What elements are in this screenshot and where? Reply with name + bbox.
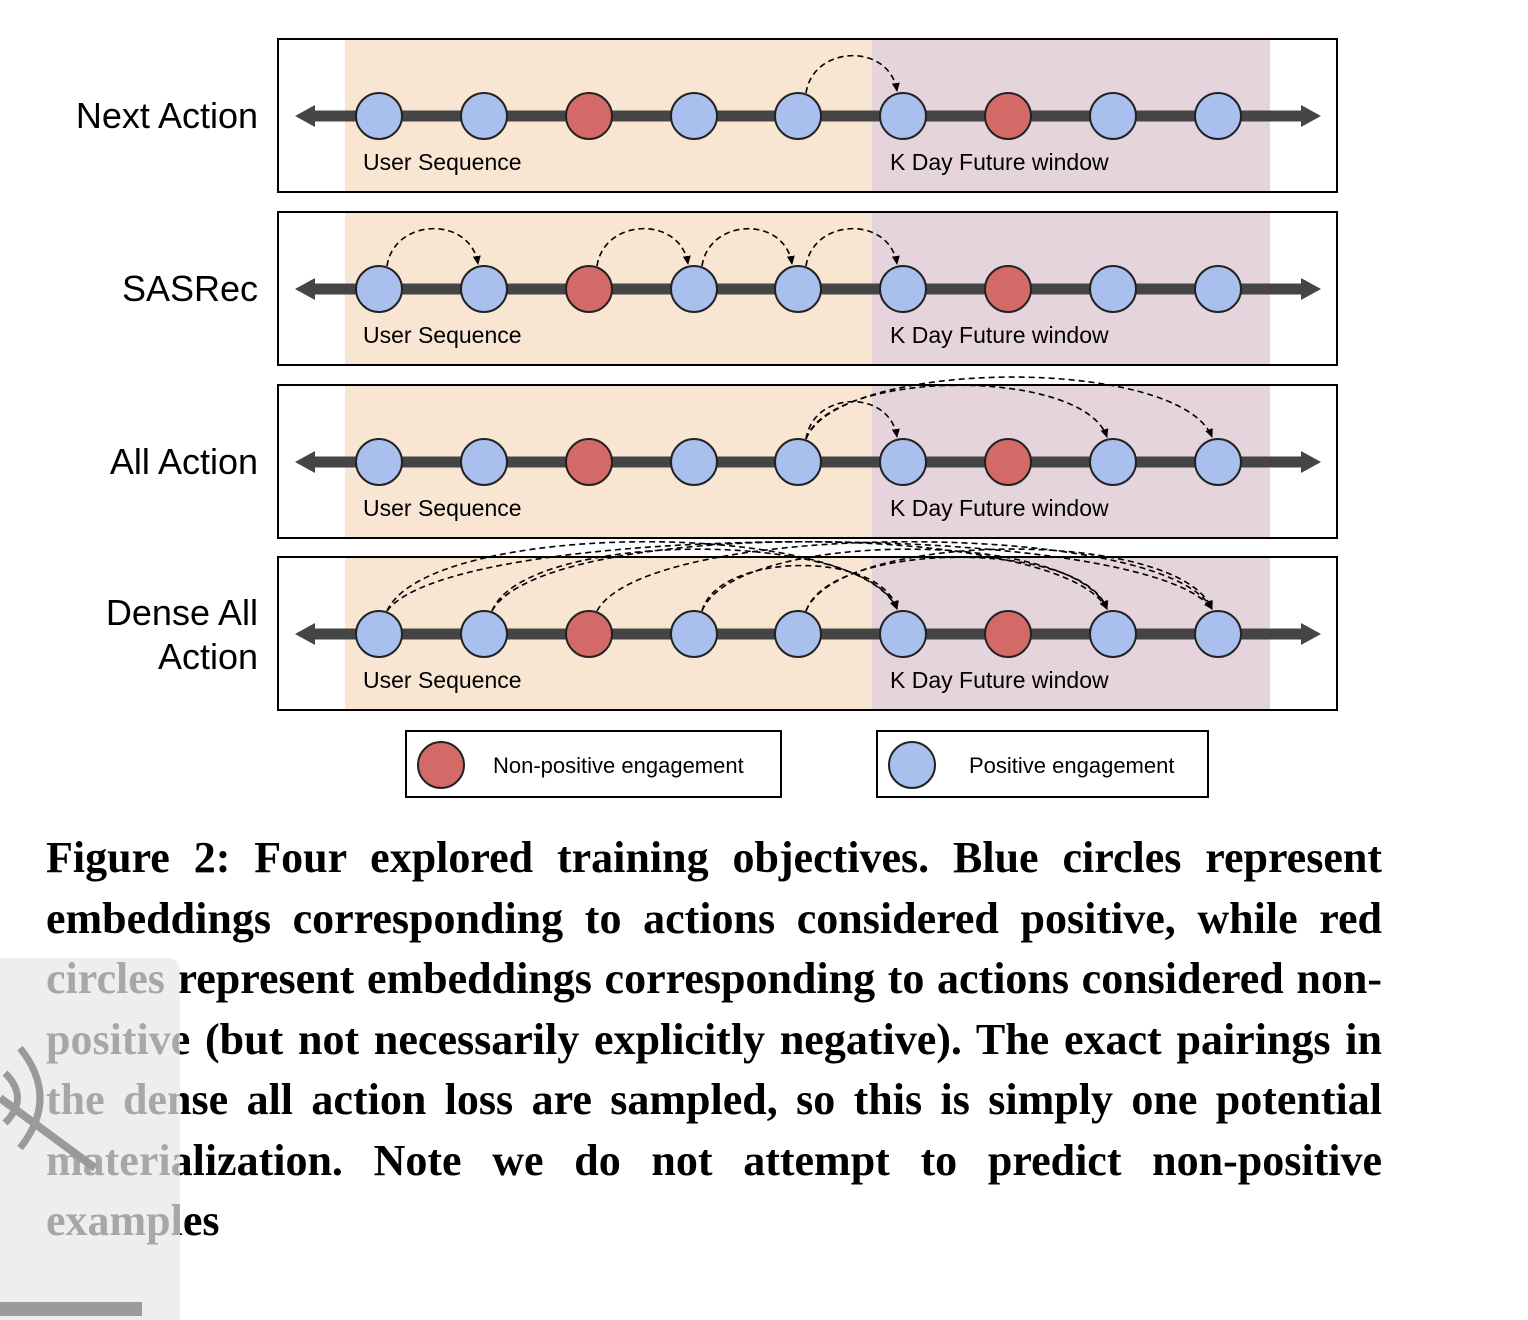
positive-engagement-circle [1194,265,1242,313]
non-positive-engagement-circle [565,610,613,658]
timeline-arrow-right [1301,623,1321,645]
non-positive-engagement-circle [565,438,613,486]
future-window-label: K Day Future window [890,667,1109,693]
positive-engagement-circle [460,92,508,140]
row-frame [277,384,1338,539]
row-label: Action [158,636,258,677]
non-positive-engagement-circle [984,92,1032,140]
user-sequence-label: User Sequence [363,667,522,693]
positive-engagement-circle [1089,265,1137,313]
row-frame [277,38,1338,193]
timeline-arrow-left [295,105,315,127]
timeline-arrow-left [295,278,315,300]
user-sequence-label: User Sequence [363,322,522,348]
positive-engagement-circle [670,438,718,486]
positive-engagement-circle [774,438,822,486]
legend-label-positive: Positive engagement [969,753,1174,778]
non-positive-engagement-circle [565,265,613,313]
pairing-arrow [805,227,900,267]
future-window-label: K Day Future window [890,149,1109,175]
training-objectives-diagram: User Sequence K Day Future window Next Act… [76,38,1338,798]
positive-engagement-circle [355,610,403,658]
positive-engagement-circle [355,92,403,140]
legend-circle-non-positive [417,741,465,789]
positive-engagement-circle [1194,610,1242,658]
positive-engagement-circle [670,92,718,140]
objective-row-3: User Sequence K Day Future window Dense Al… [106,540,1338,711]
pairing-arrow [805,548,1213,612]
objective-row-0: User Sequence K Day Future window Next Act… [76,38,1338,193]
timeline-arrow-right [1301,451,1321,473]
speaker-muted-overlay[interactable] [0,958,180,1320]
positive-engagement-circle [1194,438,1242,486]
pairing-arrow [701,564,899,612]
timeline-arrow-left [295,623,315,645]
positive-engagement-circle [670,265,718,313]
objective-row-2: User Sequence K Day Future window All Acti… [110,376,1338,539]
positive-engagement-circle [879,438,927,486]
pairing-arrow [805,376,1213,440]
positive-engagement-circle [460,610,508,658]
positive-engagement-circle [1089,610,1137,658]
figure-caption: Figure 2: Four explored training objecti… [46,833,1382,1245]
positive-engagement-circle [355,265,403,313]
row-frame [277,211,1338,366]
positive-engagement-circle [355,438,403,486]
legend: Non-positive engagement Positive engagem… [405,730,1209,798]
non-positive-engagement-circle [984,265,1032,313]
legend-box-non-positive [405,730,782,798]
user-sequence-label: User Sequence [363,495,522,521]
non-positive-engagement-circle [984,610,1032,658]
speaker-muted-icon [0,1045,98,1172]
overlay-progress-bar [0,1302,142,1316]
pairing-arrow [491,548,898,612]
future-window-label: K Day Future window [890,495,1109,521]
positive-engagement-circle [879,92,927,140]
positive-engagement-circle [774,265,822,313]
positive-engagement-circle [460,265,508,313]
positive-engagement-circle [774,92,822,140]
objective-row-1: User Sequence K Day Future window SASRec [122,211,1338,366]
positive-engagement-circle [774,610,822,658]
pairing-arrow [701,548,1108,612]
positive-engagement-circle [879,265,927,313]
pairing-arrow [805,54,900,94]
positive-engagement-circle [460,438,508,486]
positive-engagement-circle [1089,438,1137,486]
non-positive-engagement-circle [984,438,1032,486]
row-label: Dense All [106,592,258,633]
pairing-arrow [596,540,1213,612]
legend-circle-positive [888,741,936,789]
timeline-arrow-right [1301,105,1321,127]
positive-engagement-circle [670,610,718,658]
pairing-arrow [386,540,1213,612]
legend-label-non-positive: Non-positive engagement [493,753,744,778]
pairing-arrow [386,540,898,612]
timeline-arrow-left [295,451,315,473]
row-label: SASRec [122,268,258,309]
row-label: Next Action [76,95,258,136]
row-label: All Action [110,441,258,482]
future-window-label: K Day Future window [890,322,1109,348]
pairing-arrow [386,227,481,267]
positive-engagement-circle [1089,92,1137,140]
user-sequence-label: User Sequence [363,149,522,175]
positive-engagement-circle [879,610,927,658]
pairing-arrow [596,227,691,267]
non-positive-engagement-circle [565,92,613,140]
positive-engagement-circle [1194,92,1242,140]
pairing-arrow [701,227,795,267]
timeline-arrow-right [1301,278,1321,300]
